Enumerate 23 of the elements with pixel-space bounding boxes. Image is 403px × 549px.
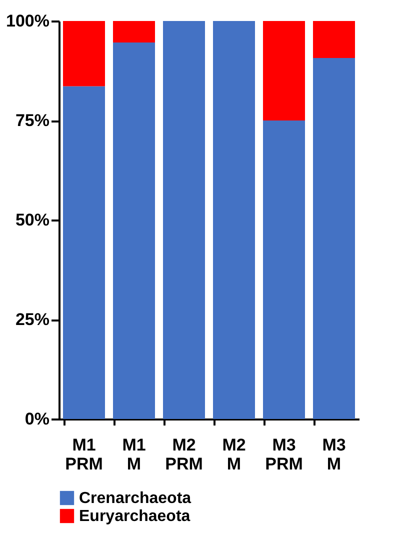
x-tick-label: M3 PRM <box>265 436 303 474</box>
bar <box>263 120 305 419</box>
bar <box>313 21 355 58</box>
x-tick-label: M3 M <box>322 436 346 474</box>
legend-label: Crenarchaeota <box>79 490 192 507</box>
y-tick-label: 0% <box>24 410 50 428</box>
y-tick-label: 100% <box>6 12 50 30</box>
bar <box>63 21 105 86</box>
x-tick-label: M1 M <box>122 436 146 474</box>
legend-label: Euryarchaeota <box>79 508 190 525</box>
bar <box>163 21 205 419</box>
bar <box>113 42 155 419</box>
y-tick-label: 50% <box>15 210 50 230</box>
bar <box>263 21 305 120</box>
bar <box>113 21 155 42</box>
x-tick-label: M2 PRM <box>165 436 203 474</box>
x-tick-label: M2 M <box>222 436 246 474</box>
y-tick-label: 25% <box>15 310 50 329</box>
bar <box>313 58 355 419</box>
bar <box>213 21 255 419</box>
x-tick-label: M1 PRM <box>65 436 103 474</box>
bar <box>63 86 105 419</box>
y-tick-label: 75% <box>15 111 50 130</box>
